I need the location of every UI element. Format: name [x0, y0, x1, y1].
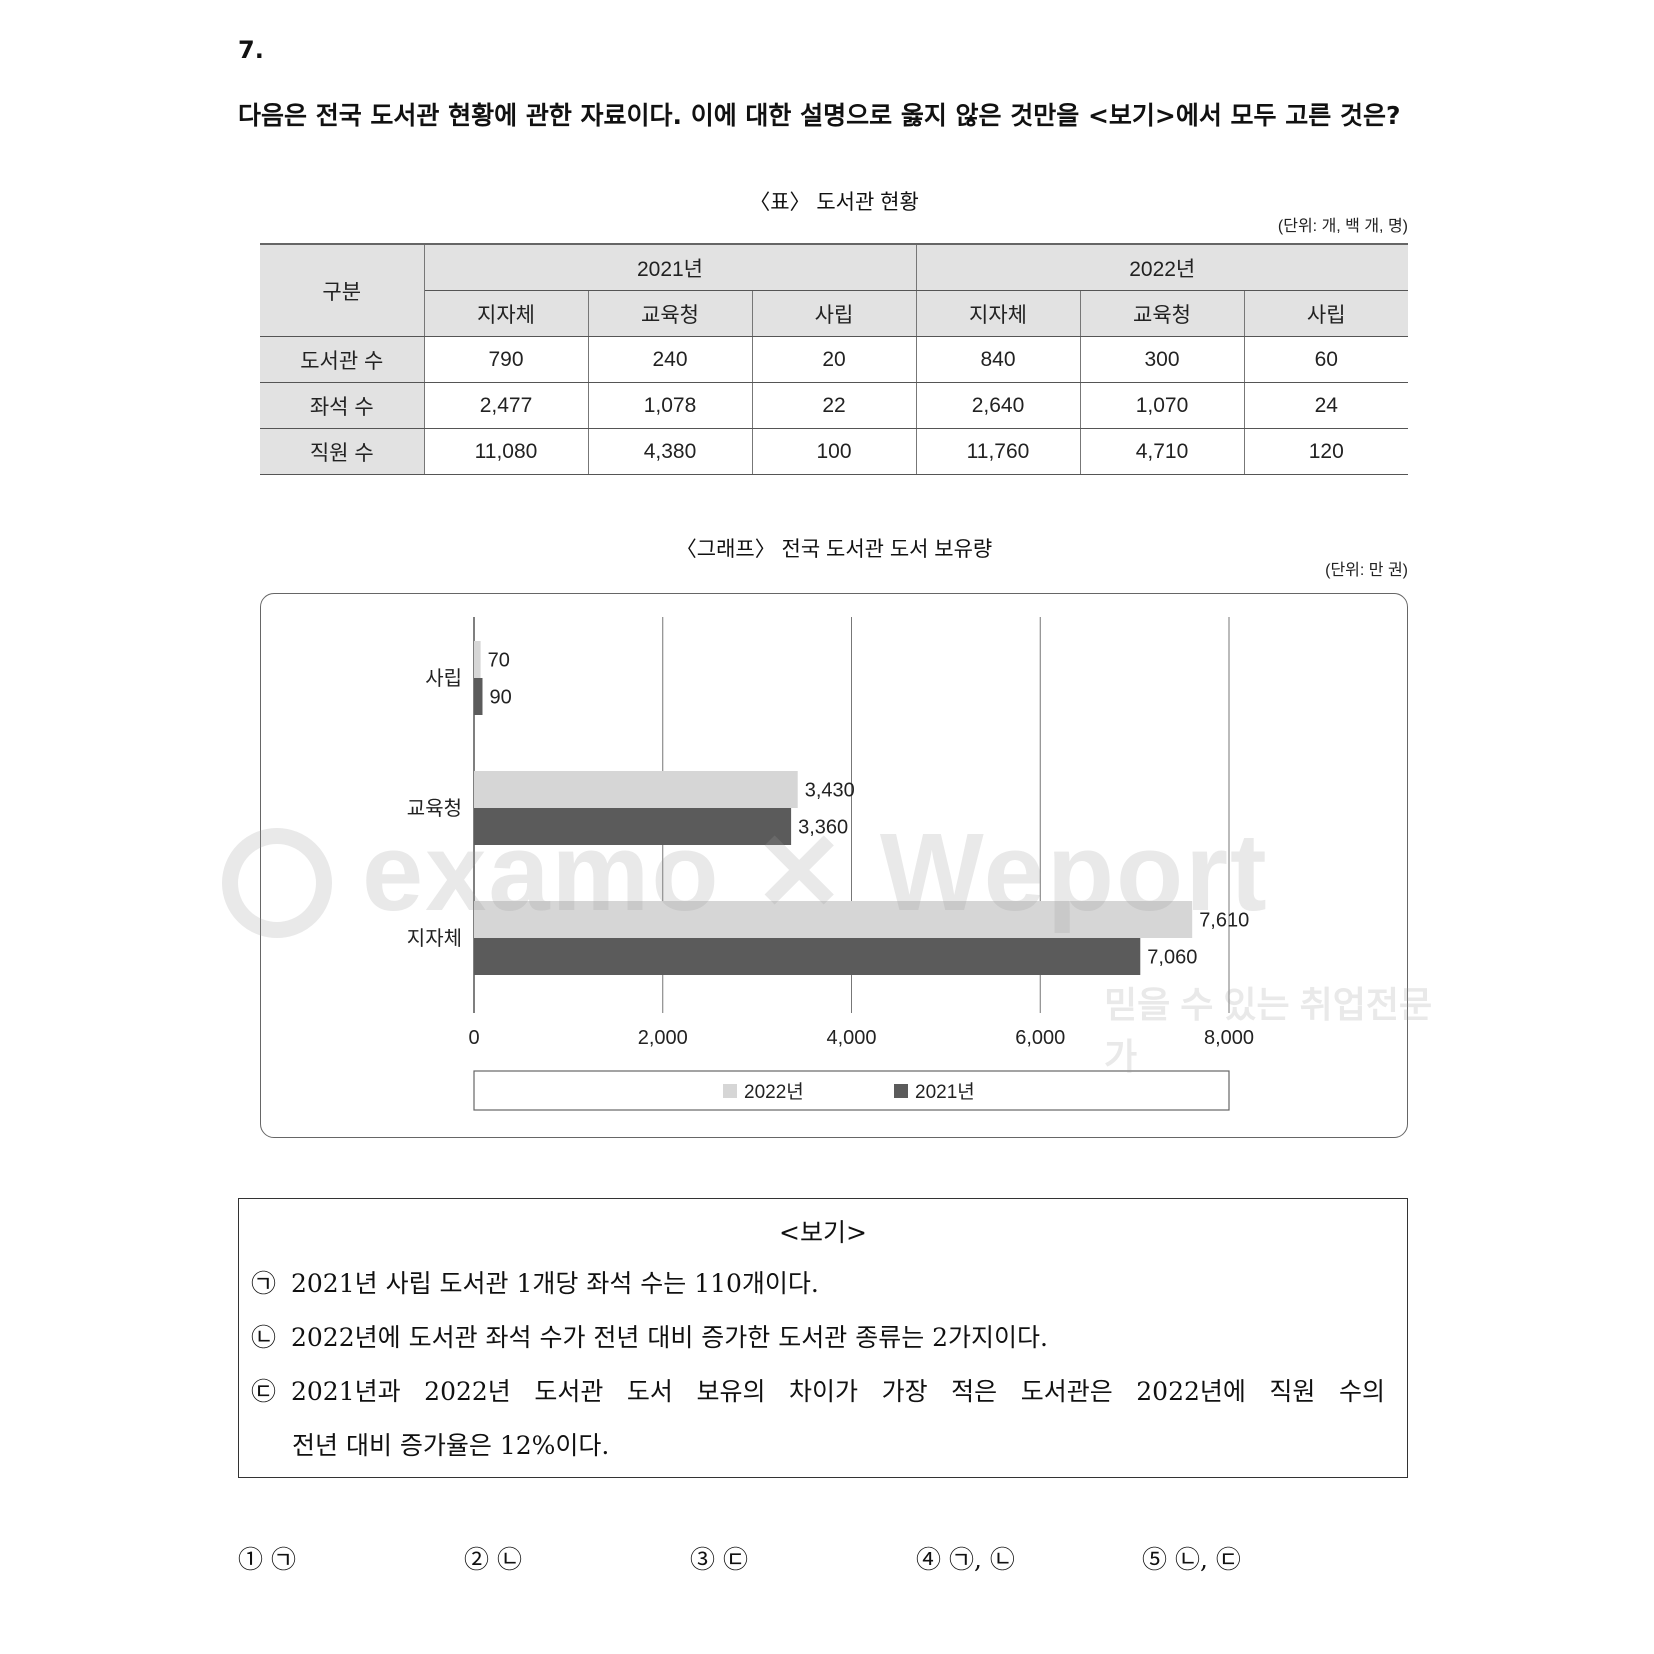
subheader: 지자체 — [916, 290, 1081, 337]
x-tick-label: 0 — [468, 1027, 479, 1049]
question-text: 다음은 전국 도서관 현황에 관한 자료이다. 이에 대한 설명으로 옳지 않은… — [238, 101, 1401, 130]
table-cell: 4,380 — [588, 428, 753, 475]
table-cell: 2,640 — [916, 382, 1081, 429]
library-status-table: 구분 2021년 2022년 지자체 교육청 사립 지자체 교육청 사립 도서관… — [260, 243, 1408, 475]
bogi-box: <보기> ㉠ 2021년 사립 도서관 1개당 좌석 수는 110개이다. ㉡ 20… — [238, 1198, 1408, 1478]
year-header-2022: 2022년 — [916, 243, 1408, 291]
choice-3[interactable]: ③ ㉢ — [690, 1545, 748, 1574]
table-cell: 1,070 — [1080, 382, 1245, 429]
table-cell: 11,080 — [424, 428, 589, 475]
year-header-2021: 2021년 — [424, 243, 917, 291]
bogi-item-text: 2022년에 도서관 좌석 수가 전년 대비 증가한 도서관 종류는 2가지이다… — [291, 1323, 1048, 1352]
table-corner-header: 구분 — [260, 243, 425, 337]
x-tick-label: 4,000 — [826, 1027, 876, 1049]
table-cell: 11,760 — [916, 428, 1081, 475]
choice-1[interactable]: ① ㉠ — [238, 1545, 296, 1574]
table-cell: 4,710 — [1080, 428, 1245, 475]
table-cell: 60 — [1244, 336, 1408, 383]
category-label: 지자체 — [407, 927, 462, 950]
table-cell: 20 — [752, 336, 917, 383]
bogi-item-text: 2021년 사립 도서관 1개당 좌석 수는 110개이다. — [291, 1269, 819, 1298]
data-label: 3,360 — [798, 817, 848, 839]
bar — [474, 771, 798, 808]
data-label: 90 — [489, 687, 511, 709]
table-cell: 1,078 — [588, 382, 753, 429]
row-label: 직원 수 — [260, 428, 425, 475]
graph-title: 〈그래프〉 전국 도서관 도서 보유량 — [675, 538, 993, 561]
bogi-item: ㉢ 2021년과 2022년 도서관 도서 보유의 차이가 가장 적은 도서관은 … — [251, 1365, 1391, 1473]
table-row: 도서관 수 790 240 20 840 300 60 — [260, 336, 1408, 383]
table-row: 직원 수 11,080 4,380 100 11,760 4,710 120 — [260, 428, 1408, 475]
chart-frame — [260, 593, 1408, 1138]
bogi-mark: ㉠ — [251, 1269, 277, 1298]
table-cell: 120 — [1244, 428, 1408, 475]
subheader: 지자체 — [424, 290, 589, 337]
bogi-mark: ㉡ — [251, 1323, 277, 1352]
table-row: 좌석 수 2,477 1,078 22 2,640 1,070 24 — [260, 382, 1408, 429]
bar — [474, 641, 481, 678]
table-cell: 790 — [424, 336, 589, 383]
row-label: 도서관 수 — [260, 336, 425, 383]
bar — [474, 678, 483, 715]
bar — [474, 901, 1193, 938]
choice-2[interactable]: ② ㉡ — [464, 1545, 522, 1574]
subheader: 교육청 — [588, 290, 753, 337]
data-label: 70 — [488, 650, 510, 672]
bogi-item-text-continued: 전년 대비 증가율은 12%이다. — [292, 1431, 610, 1460]
bogi-item-text: 2021년과 2022년 도서관 도서 보유의 차이가 가장 적은 도서관은 2… — [291, 1377, 1385, 1406]
bogi-mark: ㉢ — [251, 1377, 277, 1406]
legend-box — [473, 1070, 1230, 1111]
data-label: 3,430 — [805, 780, 855, 802]
subheader: 사립 — [1244, 290, 1408, 337]
choice-5[interactable]: ⑤ ㉡, ㉢ — [1142, 1545, 1241, 1574]
legend-label: 2022년 — [744, 1081, 804, 1103]
table-title: 〈표〉 도서관 현황 — [749, 191, 919, 214]
table-cell: 240 — [588, 336, 753, 383]
table-cell: 2,477 — [424, 382, 589, 429]
table-cell: 22 — [752, 382, 917, 429]
table-cell: 840 — [916, 336, 1081, 383]
x-tick-label: 8,000 — [1204, 1027, 1254, 1049]
bogi-item: ㉡ 2022년에 도서관 좌석 수가 전년 대비 증가한 도서관 종류는 2가지이… — [251, 1311, 1391, 1365]
graph-unit: (단위: 만 권) — [1325, 562, 1408, 579]
row-label: 좌석 수 — [260, 382, 425, 429]
bogi-item: ㉠ 2021년 사립 도서관 1개당 좌석 수는 110개이다. — [251, 1257, 1391, 1311]
choice-4[interactable]: ④ ㉠, ㉡ — [916, 1545, 1015, 1574]
bogi-title: <보기> — [779, 1218, 867, 1247]
bar — [474, 938, 1141, 975]
category-label: 교육청 — [407, 797, 462, 820]
table-cell: 300 — [1080, 336, 1245, 383]
data-label: 7,060 — [1147, 947, 1197, 969]
bar — [474, 808, 792, 845]
legend-swatch — [723, 1084, 737, 1098]
table-cell: 100 — [752, 428, 917, 475]
table-cell: 24 — [1244, 382, 1408, 429]
subheader: 사립 — [752, 290, 917, 337]
x-tick-label: 2,000 — [638, 1027, 688, 1049]
table-unit: (단위: 개, 백 개, 명) — [1277, 218, 1408, 235]
question-number: 7. — [238, 36, 264, 64]
subheader: 교육청 — [1080, 290, 1245, 337]
category-label: 사립 — [425, 667, 462, 690]
legend-swatch — [894, 1084, 908, 1098]
library-book-holdings-chart: 0 2,000 4,000 6,000 8,000 70 90 사립 3,430 3,360 교육청… — [407, 617, 1254, 1111]
legend-label: 2021년 — [915, 1081, 975, 1103]
data-label: 7,610 — [1199, 910, 1249, 932]
x-tick-label: 6,000 — [1015, 1027, 1065, 1049]
